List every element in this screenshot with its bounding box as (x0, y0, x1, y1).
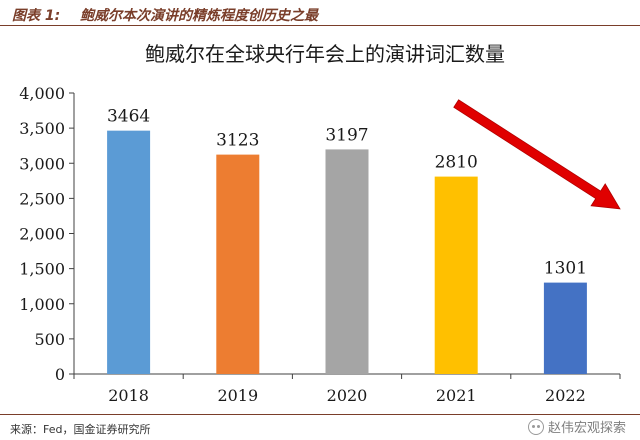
trend-arrow (453, 99, 621, 210)
x-axis: 2018 2019 2020 2021 2022 (73, 373, 621, 405)
y-tick-label: 1,000 (19, 295, 65, 314)
y-tick-label: 3,000 (19, 154, 65, 173)
bar-value-label: 3123 (216, 131, 259, 151)
y-tick-label: 4,000 (19, 84, 65, 103)
figure-label: 图表 1: (12, 8, 61, 24)
watermark-text: 赵伟宏观探索 (547, 421, 626, 436)
bar-2021 (434, 176, 478, 374)
bar-2019 (216, 154, 260, 374)
bars (107, 130, 587, 374)
figure-header: 图表 1: 鲍威尔本次演讲的精炼程度创历史之最 (0, 0, 640, 26)
x-tick-label: 2018 (108, 386, 149, 405)
bar-labels: 3464 3123 3197 2810 1301 (107, 107, 587, 279)
bar-2018 (107, 130, 151, 374)
bar-value-label: 3464 (107, 107, 150, 127)
y-tick-label: 500 (34, 330, 65, 349)
x-tick-label: 2021 (436, 386, 477, 405)
y-tick-label: 0 (55, 365, 65, 384)
y-tick-label: 2,500 (19, 189, 65, 208)
bar-value-label: 1301 (544, 259, 587, 279)
source-note: 来源：Fed，国金证券研究所 (10, 423, 151, 436)
x-tick-label: 2020 (327, 386, 368, 405)
y-tick-label: 3,500 (19, 119, 65, 138)
bar-value-label: 3197 (325, 125, 368, 145)
x-tick-label: 2019 (217, 386, 258, 405)
y-tick-label: 1,500 (19, 260, 65, 279)
y-tick-label: 2,000 (19, 225, 65, 244)
x-tick-label: 2022 (545, 386, 586, 405)
y-axis: 0 500 1,000 1,500 2,000 2,500 3,000 3,500 4,000 (19, 84, 75, 384)
bar-chart: 鲍威尔在全球央行年会上的演讲词汇数量 0 500 1,000 1,500 2,000 2,… (19, 42, 621, 405)
wechat-icon (527, 418, 544, 435)
figure-title: 鲍威尔本次演讲的精炼程度创历史之最 (80, 8, 318, 24)
watermark: 赵伟宏观探索 (527, 417, 626, 436)
bar-2020 (325, 149, 369, 374)
chart-title: 鲍威尔在全球央行年会上的演讲词汇数量 (145, 42, 505, 66)
bar-2022 (543, 282, 587, 374)
bar-value-label: 2810 (435, 153, 478, 173)
down-arrow-icon (453, 99, 621, 210)
figure-footer: 来源：Fed，国金证券研究所 赵伟宏观探索 (0, 414, 640, 440)
